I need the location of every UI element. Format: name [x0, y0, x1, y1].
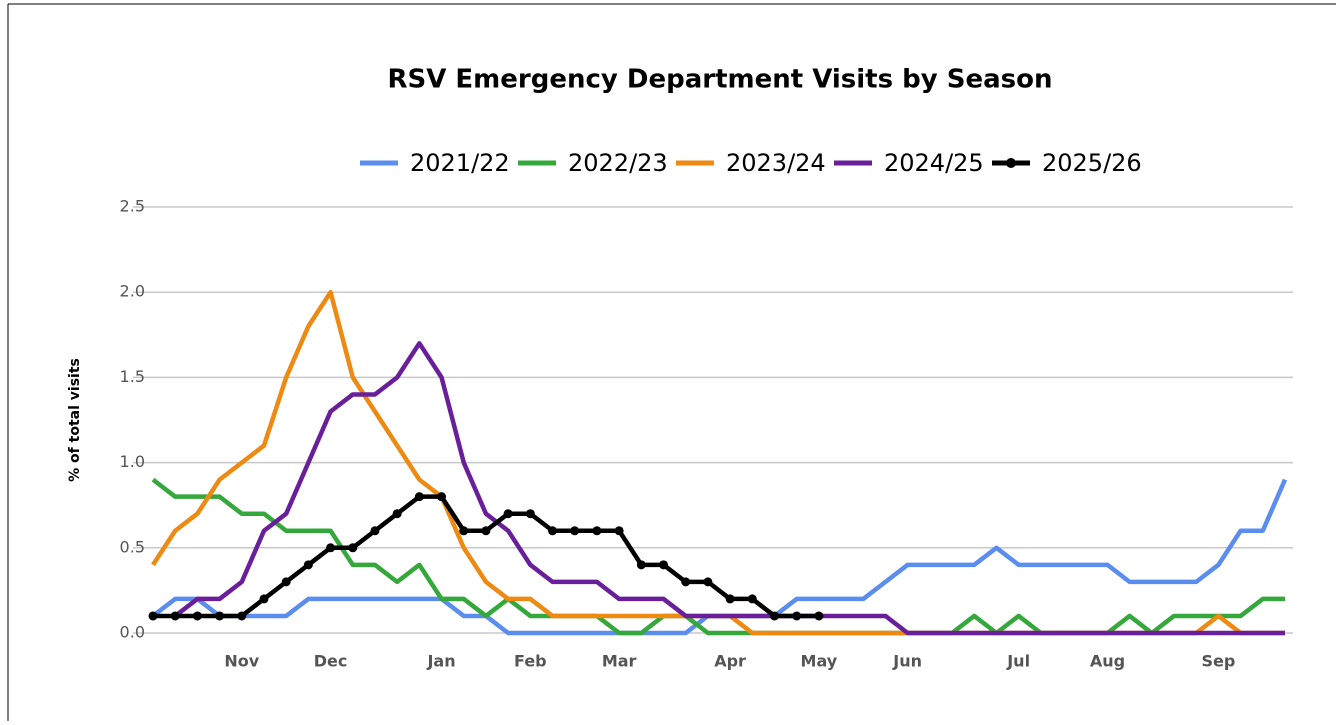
x-tick-label: Jul [1006, 652, 1030, 671]
point-marker [192, 611, 202, 621]
point-marker [303, 560, 313, 570]
y-axis-label: % of total visits [67, 358, 83, 482]
point-marker [792, 611, 802, 621]
point-marker [725, 594, 735, 604]
point-marker [525, 509, 535, 519]
legend-label: 2022/23 [568, 149, 668, 177]
series-line [173, 341, 1285, 636]
y-tick-label: 1.5 [120, 367, 145, 386]
point-marker [459, 526, 469, 536]
point-marker [703, 577, 713, 587]
y-tick-label: 2.0 [120, 282, 145, 301]
x-tick-label: May [801, 652, 838, 671]
point-marker [437, 492, 447, 502]
y-tick-label: 0.0 [120, 623, 145, 642]
legend-label: 2021/22 [410, 149, 510, 177]
point-marker [681, 577, 691, 587]
point-marker [769, 611, 779, 621]
x-tick-label: Jan [426, 652, 455, 671]
x-tick-label: Jun [892, 652, 922, 671]
point-marker [370, 526, 380, 536]
point-marker [503, 509, 513, 519]
legend-label: 2023/24 [726, 149, 826, 177]
point-marker [215, 611, 225, 621]
point-marker [636, 560, 646, 570]
x-tick-label: Dec [314, 652, 348, 671]
point-marker [148, 611, 158, 621]
point-marker [326, 543, 336, 553]
point-marker [814, 611, 824, 621]
x-tick-label: Sep [1201, 652, 1235, 671]
y-tick-label: 1.0 [120, 452, 145, 471]
legend-marker [1006, 158, 1016, 168]
x-tick-label: Aug [1090, 652, 1125, 671]
point-marker [348, 543, 358, 553]
x-tick-label: Feb [514, 652, 547, 671]
point-marker [570, 526, 580, 536]
point-marker [659, 560, 669, 570]
legend-label: 2025/26 [1042, 149, 1142, 177]
point-marker [747, 594, 757, 604]
point-marker [414, 492, 424, 502]
legend: 2021/22 2022/23 2023/24 2024/25 2025/26 [360, 149, 1142, 177]
chart-title: RSV Emergency Department Visits by Seaso… [387, 65, 1052, 95]
point-marker [237, 611, 247, 621]
point-marker [259, 594, 269, 604]
legend-label: 2024/25 [884, 149, 984, 177]
point-marker [592, 526, 602, 536]
x-tick-label: Nov [224, 652, 259, 671]
point-marker [281, 577, 291, 587]
point-marker [614, 526, 624, 536]
point-marker [548, 526, 558, 536]
point-marker [392, 509, 402, 519]
y-tick-label: 2.5 [120, 197, 145, 216]
point-marker [170, 611, 180, 621]
y-tick-label: 0.5 [120, 537, 145, 556]
x-tick-label: Mar [602, 652, 637, 671]
x-tick-label: Apr [714, 652, 746, 671]
point-marker [481, 526, 491, 536]
